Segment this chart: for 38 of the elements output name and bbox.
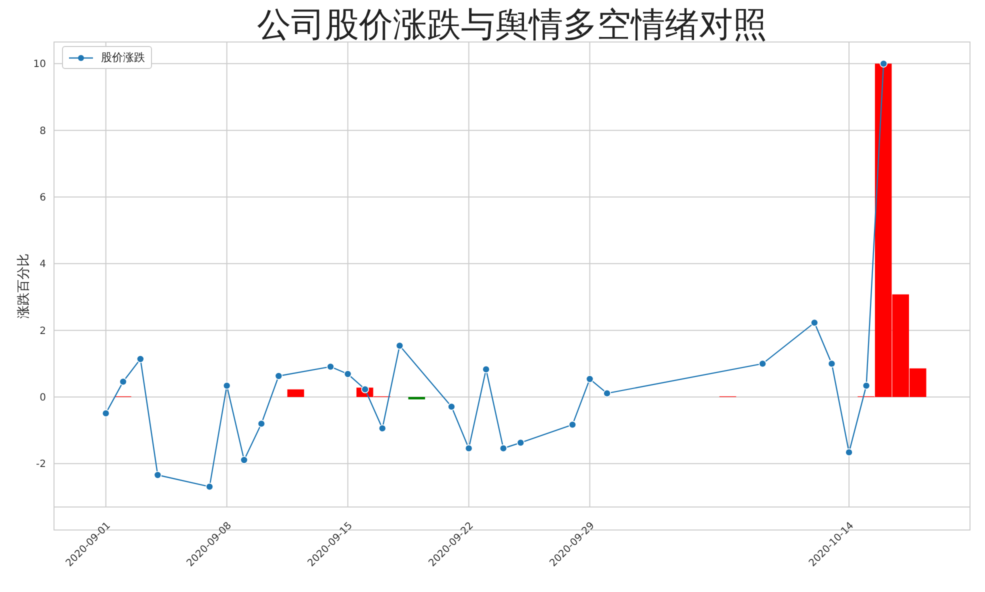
point — [396, 342, 404, 350]
point — [516, 438, 525, 447]
point — [119, 378, 128, 386]
point — [206, 482, 214, 491]
y-tick-label: 4 — [40, 259, 46, 270]
bar — [287, 389, 304, 397]
y-tick-label: 10 — [33, 59, 46, 70]
point — [257, 420, 266, 428]
y-tick-label: 8 — [40, 126, 46, 137]
point — [880, 60, 888, 68]
point — [828, 360, 836, 368]
point — [274, 372, 283, 380]
point — [240, 456, 248, 464]
y-tick-label: 0 — [40, 392, 46, 404]
legend-label: 股价涨跌 — [101, 50, 145, 65]
point — [845, 448, 853, 456]
point — [136, 355, 144, 363]
point — [378, 424, 386, 432]
point — [568, 420, 576, 429]
chart-title: 公司股价涨跌与舆情多空情绪对照 — [256, 4, 768, 47]
point — [448, 402, 456, 411]
point — [810, 318, 818, 327]
point — [603, 389, 611, 398]
point — [586, 375, 594, 383]
y-tick-label: -2 — [36, 459, 46, 470]
point — [102, 409, 110, 418]
point — [154, 471, 162, 479]
y-tick-label: 2 — [40, 326, 46, 337]
point — [482, 365, 490, 374]
point — [464, 444, 473, 452]
y-tick-label: 6 — [40, 192, 46, 204]
point — [326, 362, 334, 371]
point — [344, 370, 352, 378]
point — [499, 444, 508, 452]
point — [758, 360, 767, 368]
point — [862, 382, 870, 390]
y-axis-title: 涨跌百分比 — [16, 254, 32, 318]
point — [222, 382, 231, 390]
